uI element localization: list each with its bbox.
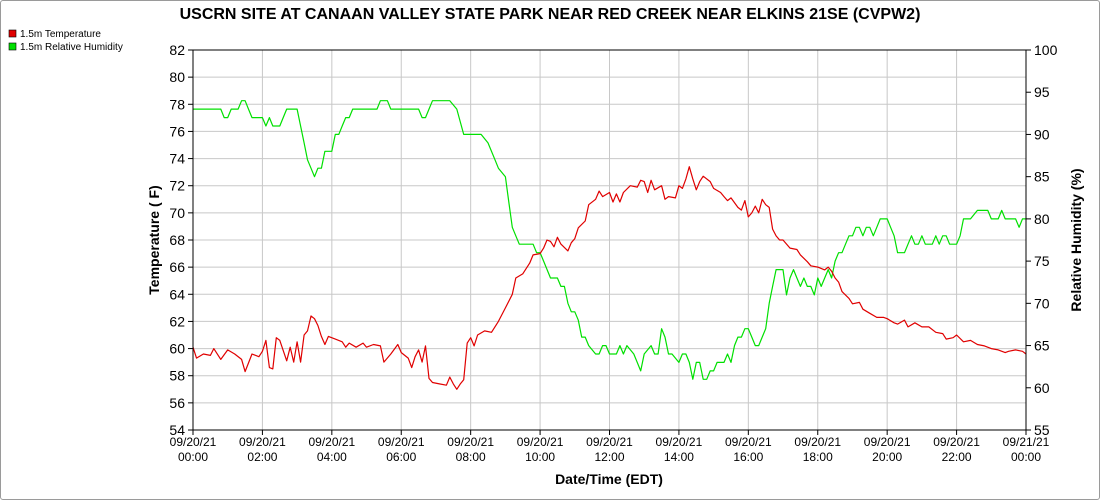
x-tick-time: 08:00 xyxy=(456,450,486,464)
x-tick-time: 10:00 xyxy=(525,450,555,464)
series-group xyxy=(192,100,1027,390)
x-tick-date: 09/20/21 xyxy=(725,435,772,449)
x-tick-date: 09/20/21 xyxy=(308,435,355,449)
x-tick-date: 09/20/21 xyxy=(239,435,286,449)
x-tick-time: 04:00 xyxy=(317,450,347,464)
x-tick-date: 09/20/21 xyxy=(447,435,494,449)
x-tick-time: 12:00 xyxy=(594,450,624,464)
chart-title: USCRN SITE AT CANAAN VALLEY STATE PARK N… xyxy=(180,6,921,23)
y-tick-label: 54 xyxy=(169,422,185,438)
x-tick-time: 20:00 xyxy=(872,450,902,464)
y2-tick-label: 60 xyxy=(1034,380,1050,396)
y2-tick-label: 85 xyxy=(1034,169,1050,185)
y2-tick-label: 100 xyxy=(1034,42,1058,58)
legend: 1.5m Temperature 1.5m Relative Humidity xyxy=(8,29,123,53)
y2-tick-label: 75 xyxy=(1034,253,1050,269)
legend-label-humidity: 1.5m Relative Humidity xyxy=(20,42,123,53)
x-tick-date: 09/20/21 xyxy=(378,435,425,449)
x-tick-date: 09/20/21 xyxy=(794,435,841,449)
x-tick-date: 09/21/21 xyxy=(1003,435,1050,449)
x-tick-date: 09/20/21 xyxy=(170,435,217,449)
y2-tick-label: 65 xyxy=(1034,338,1050,354)
y2-axis-ticks: 55 60 65 70 75 80 85 90 95 100 xyxy=(1026,42,1058,438)
x-tick-date: 09/20/21 xyxy=(586,435,633,449)
y2-tick-label: 90 xyxy=(1034,126,1050,142)
x-tick-date: 09/20/21 xyxy=(656,435,703,449)
y-axis-title: Temperature ( F) xyxy=(146,185,162,294)
x-tick-time: 18:00 xyxy=(803,450,833,464)
x-tick-date: 09/20/21 xyxy=(933,435,980,449)
y-tick-label: 64 xyxy=(169,286,185,302)
legend-swatch-humidity xyxy=(8,42,17,51)
y-tick-label: 74 xyxy=(169,151,185,167)
y2-tick-label: 95 xyxy=(1034,84,1050,100)
legend-label-temperature: 1.5m Temperature xyxy=(20,29,101,40)
grid xyxy=(192,49,1027,431)
y-tick-label: 82 xyxy=(169,42,185,58)
x-tick-time: 06:00 xyxy=(386,450,416,464)
series-line-humidity xyxy=(193,100,1026,380)
y2-tick-label: 55 xyxy=(1034,422,1050,438)
y-tick-label: 80 xyxy=(169,69,185,85)
plot-area-border xyxy=(192,49,1027,431)
y-tick-label: 76 xyxy=(169,123,185,139)
x-tick-date: 09/20/21 xyxy=(864,435,911,449)
x-tick-date: 09/20/21 xyxy=(517,435,564,449)
y2-tick-label: 80 xyxy=(1034,211,1050,227)
y-tick-label: 56 xyxy=(169,395,185,411)
y-tick-label: 70 xyxy=(169,205,185,221)
legend-swatch-temperature xyxy=(8,29,17,38)
y-tick-label: 78 xyxy=(169,96,185,112)
y-tick-label: 62 xyxy=(169,313,185,329)
x-tick-time: 14:00 xyxy=(664,450,694,464)
x-tick-time: 02:00 xyxy=(247,450,277,464)
y-tick-label: 60 xyxy=(169,341,185,357)
y-tick-label: 58 xyxy=(169,368,185,384)
x-tick-time: 00:00 xyxy=(1011,450,1041,464)
series-line-temperature xyxy=(192,166,1027,390)
x-tick-time: 16:00 xyxy=(733,450,763,464)
y-axis-ticks: 54 56 58 60 62 64 66 68 70 72 74 76 78 80 82 xyxy=(169,42,193,438)
y-tick-label: 66 xyxy=(169,259,185,275)
x-tick-time: 00:00 xyxy=(178,450,208,464)
x-tick-time: 22:00 xyxy=(942,450,972,464)
x-axis-title: Date/Time (EDT) xyxy=(555,471,663,487)
x-axis-ticks: 09/20/2100:0009/20/2102:0009/20/2104:000… xyxy=(170,430,1050,464)
y-tick-label: 68 xyxy=(169,232,185,248)
y2-tick-label: 70 xyxy=(1034,295,1050,311)
y2-axis-title: Relative Humidity (%) xyxy=(1068,168,1084,311)
y-tick-label: 72 xyxy=(169,178,185,194)
